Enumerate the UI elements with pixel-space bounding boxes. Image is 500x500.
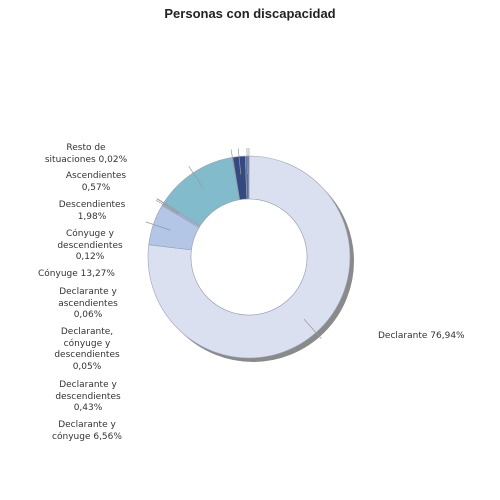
leader-line-5	[188, 165, 204, 189]
label-declarante-conyuge: Declarante y cónyuge 6,56%	[52, 420, 122, 442]
leader-line-2	[155, 199, 179, 215]
leader-line-7	[237, 148, 242, 175]
label-declarante-ascendientes: Declarante y ascendientes 0,06%	[58, 287, 118, 320]
label-declarante: Declarante 76,94%	[378, 331, 465, 341]
label-resto: Resto de situaciones 0,02%	[44, 143, 128, 165]
label-ascendientes: Ascendientes 0,57%	[65, 171, 127, 193]
label-declarante-conyuge-descendientes: Declarante, cónyuge y descendientes 0,05…	[54, 327, 120, 372]
leader-line-4	[156, 198, 180, 213]
label-conyuge: Cónyuge 13,27%	[38, 269, 115, 279]
leader-line-0	[303, 318, 322, 339]
leader-line-1	[145, 221, 171, 231]
label-declarante-descendientes: Declarante y descendientes 0,43%	[55, 380, 121, 413]
label-descendientes: Descendientes 1,98%	[58, 200, 126, 222]
leader-line-6	[230, 149, 236, 176]
chart-title: Personas con discapacidad	[164, 6, 336, 21]
label-conyuge-descendientes: Cónyuge y descendientes 0,12%	[57, 229, 123, 262]
donut-hole	[190, 198, 308, 316]
